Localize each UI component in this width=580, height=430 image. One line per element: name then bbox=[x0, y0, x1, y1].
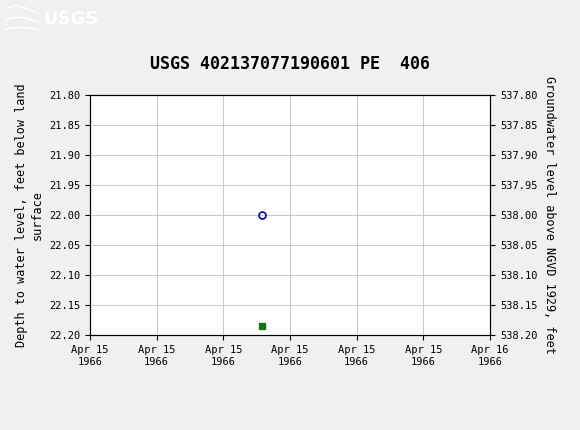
Y-axis label: Depth to water level, feet below land
surface: Depth to water level, feet below land su… bbox=[16, 83, 44, 347]
Text: USGS 402137077190601 PE  406: USGS 402137077190601 PE 406 bbox=[150, 55, 430, 73]
Text: USGS: USGS bbox=[44, 10, 99, 28]
Y-axis label: Groundwater level above NGVD 1929, feet: Groundwater level above NGVD 1929, feet bbox=[543, 76, 556, 354]
